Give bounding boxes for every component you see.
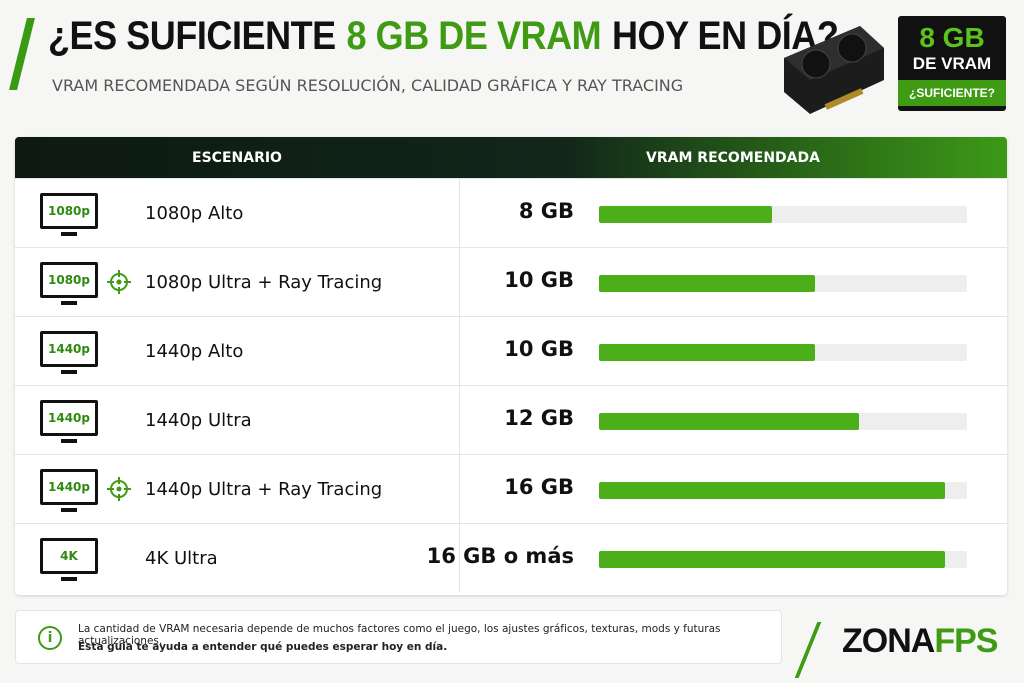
vram-bar [599,551,946,568]
vram-label: 8 GB [518,199,574,223]
badge-line: DE VRAM [912,54,992,73]
scenario-label: 1440p Ultra [145,410,252,431]
scenario-label: 1080p Ultra + Ray Tracing [145,272,383,293]
column-divider [459,455,460,523]
vram-bar [599,413,859,430]
gpu-illustration [784,26,884,114]
scenario-label: 1440p Alto [145,341,244,362]
column-header: ESCENARIO [192,149,282,166]
title-highlight: 8 GB DE VRAM [346,14,602,58]
logo-part: ZONA [842,622,935,660]
table-row: 1440p 1440p Alto 10 GB [15,316,1007,385]
monitor-icon: 1080p [40,262,98,305]
vram-bar [599,275,816,292]
title-part: ¿ES SUFICIENTE [48,14,336,58]
table-row: 1440p 1440p Ultra 12 GB [15,385,1007,454]
info-note: i La cantidad de VRAM necesaria depende d… [15,610,782,664]
vram-label: 16 GB o más [426,544,574,568]
logo-slash [794,622,822,678]
scenario-label: 1440p Ultra + Ray Tracing [145,479,383,500]
table-body: 1080p 1080p Alto 8 GB 1080p 1080p Ultra + Ra… [15,178,1007,592]
monitor-icon: 4K [40,538,98,581]
table-row: 4K 4K Ultra 16 GB o más [15,523,1007,592]
column-header: VRAM RECOMENDADA [646,149,820,166]
vram-label: 10 GB [504,337,574,361]
crosshair-icon [107,477,131,501]
crosshair-icon [107,270,131,294]
column-divider [459,179,460,247]
monitor-icon: 1440p [40,469,98,512]
vram-bar [599,206,773,223]
note-line: La cantidad de VRAM necesaria depende de… [78,623,721,647]
table-row: 1080p 1080p Ultra + Ray Tracing 10 GB [15,247,1007,316]
table-row: 1080p 1080p Alto 8 GB [15,178,1007,247]
title: ¿ES SUFICIENTE 8 GB DE VRAM HOY EN DÍA? [48,14,849,59]
bar-track [599,344,967,361]
bar-track [599,275,967,292]
bar-track [599,482,967,499]
column-divider [459,524,460,592]
bar-track [599,551,967,568]
column-divider [459,386,460,454]
accent-slash [9,18,35,90]
badge-line: 8 GB [919,22,985,53]
bar-track [599,206,967,223]
note-line: Esta guía te ayuda a entender qué puedes… [78,641,448,653]
vram-bar [599,344,816,361]
vram-label: 12 GB [504,406,574,430]
vram-table: ESCENARIO VRAM RECOMENDADA 1080p 1080p Alt… [15,137,1007,595]
table-header: ESCENARIO VRAM RECOMENDADA [15,137,1007,178]
scenario-label: 1080p Alto [145,203,244,224]
logo: ZONAFPS [842,622,998,661]
scenario-label: 4K Ultra [145,548,218,569]
column-divider [459,317,460,385]
vram-label: 16 GB [504,475,574,499]
table-row: 1440p 1440p Ultra + Ray Tracing 16 GB [15,454,1007,523]
badge: 8 GB DE VRAM ¿SUFICIENTE? [898,16,1006,111]
monitor-icon: 1080p [40,193,98,236]
badge-line: ¿SUFICIENTE? [898,80,1006,106]
info-icon: i [38,626,62,650]
title-part: HOY EN DÍA? [611,14,839,58]
bar-track [599,413,967,430]
column-divider [459,248,460,316]
vram-bar [599,482,946,499]
subtitle: VRAM RECOMENDADA SEGÚN RESOLUCIÓN, CALID… [52,76,684,95]
monitor-icon: 1440p [40,400,98,443]
monitor-icon: 1440p [40,331,98,374]
vram-label: 10 GB [504,268,574,292]
logo-part: FPS [934,622,998,660]
